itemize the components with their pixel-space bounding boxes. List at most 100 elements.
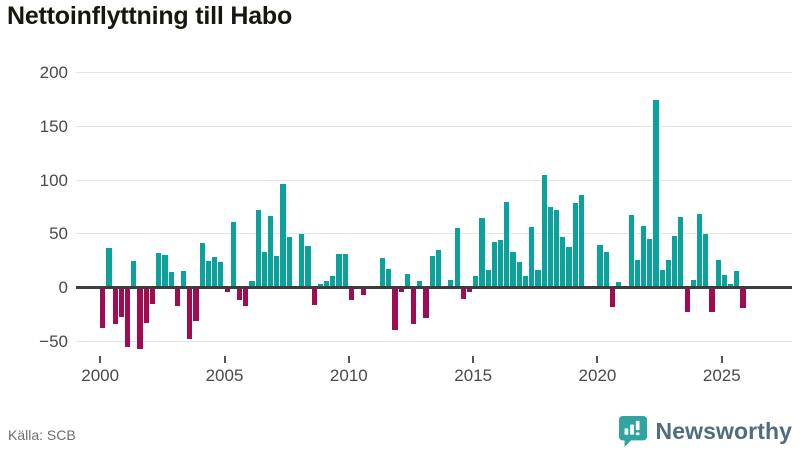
bar-2025-q3 xyxy=(734,270,740,286)
bar-2020-q3 xyxy=(609,289,616,308)
x-tick-label-2020: 2020 xyxy=(578,366,617,385)
bar-2017-q1 xyxy=(522,276,529,286)
y-tick-label--50: −50 xyxy=(39,331,68,351)
bar-2013-q3 xyxy=(435,249,442,286)
bar-2004-q3 xyxy=(212,257,218,286)
bar-2023-q3 xyxy=(684,289,690,312)
bar-2004-q1 xyxy=(199,243,205,286)
y-tick-label-100: 100 xyxy=(39,170,68,190)
bar-2006-q2 xyxy=(255,209,261,286)
bar-2008-q2 xyxy=(305,246,311,286)
bar-2017-q2 xyxy=(529,226,535,286)
bar-2023-q1 xyxy=(672,235,678,286)
bar-2021-q4 xyxy=(640,225,647,286)
gridline-50 xyxy=(76,233,792,235)
bar-2012-q1 xyxy=(398,289,404,293)
bar-2015-q2 xyxy=(479,218,485,286)
newsworthy-logo: Newsworthy xyxy=(618,414,792,448)
bar-2024-q4 xyxy=(715,260,721,286)
x-tick-2005 xyxy=(223,356,226,363)
bar-2009-q2 xyxy=(330,276,336,286)
bar-2010-q3 xyxy=(361,289,367,296)
bar-2009-q4 xyxy=(342,253,348,286)
gridline-200 xyxy=(76,72,792,74)
bar-2016-q3 xyxy=(510,251,516,286)
bar-2004-q2 xyxy=(205,261,212,286)
x-tick-2025 xyxy=(720,356,723,363)
bar-2015-q1 xyxy=(473,276,479,286)
bar-2018-q1 xyxy=(547,206,553,286)
brand-name: Newsworthy xyxy=(655,417,792,444)
bar-2012-q3 xyxy=(411,289,417,325)
bar-2011-q3 xyxy=(386,268,392,286)
bar-2019-q1 xyxy=(572,203,578,286)
x-tick-2020 xyxy=(596,356,599,363)
bar-2006-q3 xyxy=(261,251,267,286)
bar-2004-q4 xyxy=(218,262,224,286)
bar-2003-q1 xyxy=(174,289,180,307)
bar-2006-q1 xyxy=(249,280,255,286)
bar-2018-q2 xyxy=(553,209,560,286)
bar-2014-q1 xyxy=(448,279,454,286)
bar-2016-q4 xyxy=(516,262,522,286)
y-tick-label-0: 0 xyxy=(58,278,68,297)
bar-2022-q1 xyxy=(647,238,653,286)
bar-2024-q2 xyxy=(703,234,709,286)
bar-2016-q1 xyxy=(498,239,504,286)
bar-2002-q4 xyxy=(168,272,174,286)
y-tick-label-200: 200 xyxy=(39,63,68,83)
bar-2014-q2 xyxy=(454,228,460,286)
x-tick-label-2005: 2005 xyxy=(205,366,244,385)
bar-2001-q1 xyxy=(125,289,131,347)
bar-2000-q2 xyxy=(106,248,112,286)
bar-2017-q4 xyxy=(541,175,547,286)
x-tick-label-2025: 2025 xyxy=(702,366,741,385)
bar-2003-q2 xyxy=(181,270,187,286)
bar-2009-q1 xyxy=(323,280,330,286)
bar-2022-q4 xyxy=(665,260,672,286)
bar-2023-q2 xyxy=(678,217,684,286)
bar-2013-q2 xyxy=(429,255,435,286)
bar-2020-q2 xyxy=(603,251,609,286)
bar-2007-q2 xyxy=(280,184,286,286)
bar-2023-q4 xyxy=(690,279,696,286)
bar-2001-q3 xyxy=(137,289,143,350)
bar-2008-q1 xyxy=(299,234,305,286)
bar-2002-q2 xyxy=(156,252,162,286)
x-tick-2010 xyxy=(347,356,350,363)
bar-2018-q4 xyxy=(566,247,572,286)
bar-2000-q4 xyxy=(118,289,125,317)
bar-2014-q3 xyxy=(460,289,466,299)
bar-2019-q2 xyxy=(578,194,585,286)
bar-2021-q3 xyxy=(634,260,640,286)
bar-2003-q3 xyxy=(187,289,193,340)
bar-2013-q1 xyxy=(423,289,429,318)
bar-2012-q2 xyxy=(404,274,410,286)
x-tick-label-2000: 2000 xyxy=(81,366,120,385)
y-tick-label-50: 50 xyxy=(49,224,68,244)
x-tick-label-2010: 2010 xyxy=(329,366,368,385)
gridline-100 xyxy=(76,179,792,181)
bar-2005-q3 xyxy=(236,289,243,300)
bar-2020-q4 xyxy=(616,281,622,286)
bar-2000-q1 xyxy=(100,289,106,328)
bar-2025-q4 xyxy=(740,289,746,309)
gridline-150 xyxy=(76,126,792,128)
bar-2006-q4 xyxy=(268,216,274,286)
bar-2025-q1 xyxy=(721,275,727,286)
bar-2014-q4 xyxy=(466,289,473,293)
bar-2017-q3 xyxy=(535,269,541,286)
bar-2011-q2 xyxy=(379,258,386,286)
x-tick-2015 xyxy=(472,356,475,363)
bar-2008-q4 xyxy=(317,283,323,286)
bar-2002-q3 xyxy=(162,254,168,286)
bar-2002-q1 xyxy=(149,289,156,305)
bar-2005-q2 xyxy=(230,221,236,286)
bar-2001-q2 xyxy=(131,261,137,286)
x-tick-label-2015: 2015 xyxy=(454,366,493,385)
bar-2000-q3 xyxy=(112,289,118,325)
bar-2007-q3 xyxy=(286,236,292,286)
y-tick-label-150: 150 xyxy=(39,117,68,137)
